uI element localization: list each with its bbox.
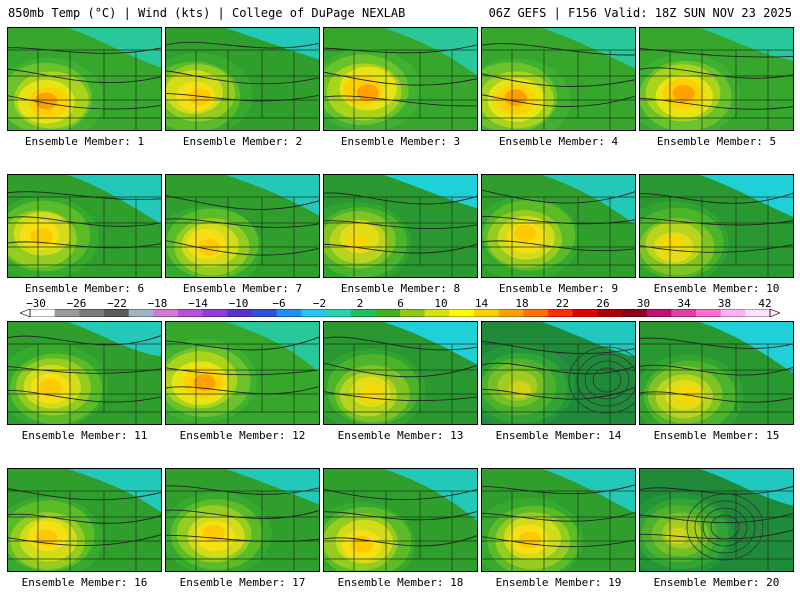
colorbar-tick-label: 14 [474,297,489,310]
ensemble-member-label: Ensemble Member: 11 [21,429,148,442]
ensemble-map-19 [481,468,636,572]
colorbar-tick-label: 18 [515,297,529,310]
ensemble-member-label: Ensemble Member: 5 [656,135,777,148]
ensemble-map-12 [165,321,320,425]
ensemble-member-label: Ensemble Member: 19 [495,576,622,589]
colorbar-tick-label: −26 [66,297,87,310]
ensemble-member-label: Ensemble Member: 7 [182,282,303,295]
colorbar-segment [474,309,500,317]
colorbar-tick-label: −6 [272,297,286,310]
colorbar-segment [400,309,426,317]
colorbar-tick-label: −18 [147,297,168,310]
ensemble-map-15 [639,321,794,425]
ensemble-map-14 [481,321,636,425]
header-title: 850mb Temp (°C) | Wind (kts) | College o… [8,6,406,20]
colorbar-segment [671,309,697,317]
colorbar-segment [54,309,80,317]
ensemble-map-13 [323,321,478,425]
ensemble-map-18 [323,468,478,572]
ensemble-map-8 [323,174,478,278]
colorbar-segment [104,309,130,317]
ensemble-member-label: Ensemble Member: 10 [653,282,780,295]
colorbar-segment [252,309,278,317]
ensemble-map-1 [7,27,162,131]
colorbar-segment [424,309,450,317]
colorbar-segment [696,309,722,317]
colorbar-tick-label: −10 [228,297,249,310]
colorbar-segment [326,309,352,317]
ensemble-member-label: Ensemble Member: 6 [24,282,145,295]
ensemble-map-11 [7,321,162,425]
colorbar-tick-label: −14 [188,297,208,310]
colorbar-segment [350,309,376,317]
ensemble-map-10 [639,174,794,278]
ensemble-member-label: Ensemble Member: 17 [179,576,306,589]
colorbar-segment [153,309,179,317]
ensemble-map-4 [481,27,636,131]
ensemble-member-label: Ensemble Member: 16 [21,576,148,589]
colorbar-segment [523,309,549,317]
colorbar-max-arrow [769,309,780,317]
colorbar-segment [178,309,204,317]
colorbar-segment [597,309,623,317]
colorbar-tick-label: −2 [312,297,327,310]
colorbar-segment [128,309,154,317]
colorbar-tick-label: 22 [555,297,570,310]
ensemble-member-label: Ensemble Member: 20 [653,576,780,589]
colorbar-segment [375,309,401,317]
colorbar-segment [622,309,648,317]
colorbar-segment [276,309,302,317]
ensemble-member-label: Ensemble Member: 9 [498,282,619,295]
colorbar-segment [646,309,672,317]
ensemble-map-2 [165,27,320,131]
colorbar-segment [227,309,253,317]
header-valid-time: 06Z GEFS | F156 Valid: 18Z SUN NOV 23 20… [488,6,792,20]
ensemble-map-20 [639,468,794,572]
ensemble-member-label: Ensemble Member: 13 [337,429,464,442]
ensemble-map-17 [165,468,320,572]
colorbar-tick-label: 38 [717,297,732,310]
ensemble-map-5 [639,27,794,131]
ensemble-member-label: Ensemble Member: 8 [340,282,461,295]
ensemble-map-16 [7,468,162,572]
ensemble-member-label: Ensemble Member: 1 [24,135,145,148]
colorbar-segment [720,309,746,317]
colorbar-segment [79,309,105,317]
ensemble-member-label: Ensemble Member: 12 [179,429,306,442]
colorbar-segment [548,309,574,317]
colorbar-tick-label: −22 [107,297,127,310]
colorbar-segment [30,309,56,317]
colorbar-tick-label: 26 [596,297,610,310]
colorbar-tick-label: 30 [636,297,651,310]
ensemble-map-9 [481,174,636,278]
colorbar-tick-label: 10 [434,297,448,310]
ensemble-map-3 [323,27,478,131]
colorbar-segment [202,309,228,317]
colorbar-tick-label: 34 [677,297,691,310]
colorbar-min-arrow [20,309,31,317]
ensemble-member-label: Ensemble Member: 18 [337,576,464,589]
ensemble-member-label: Ensemble Member: 4 [498,135,619,148]
ensemble-member-label: Ensemble Member: 14 [495,429,622,442]
ensemble-map-6 [7,174,162,278]
colorbar-segment [301,309,327,317]
colorbar-segment [745,309,771,317]
colorbar-segment [449,309,475,317]
colorbar-segment [498,309,524,317]
ensemble-member-label: Ensemble Member: 2 [182,135,303,148]
colorbar-tick-label: 42 [758,297,772,310]
colorbar-tick-label: 2 [356,297,364,310]
colorbar-tick-label: 6 [397,297,404,310]
colorbar-tick-label: −30 [26,297,46,310]
colorbar-segment [572,309,598,317]
ensemble-member-label: Ensemble Member: 15 [653,429,780,442]
ensemble-map-7 [165,174,320,278]
ensemble-member-label: Ensemble Member: 3 [340,135,461,148]
